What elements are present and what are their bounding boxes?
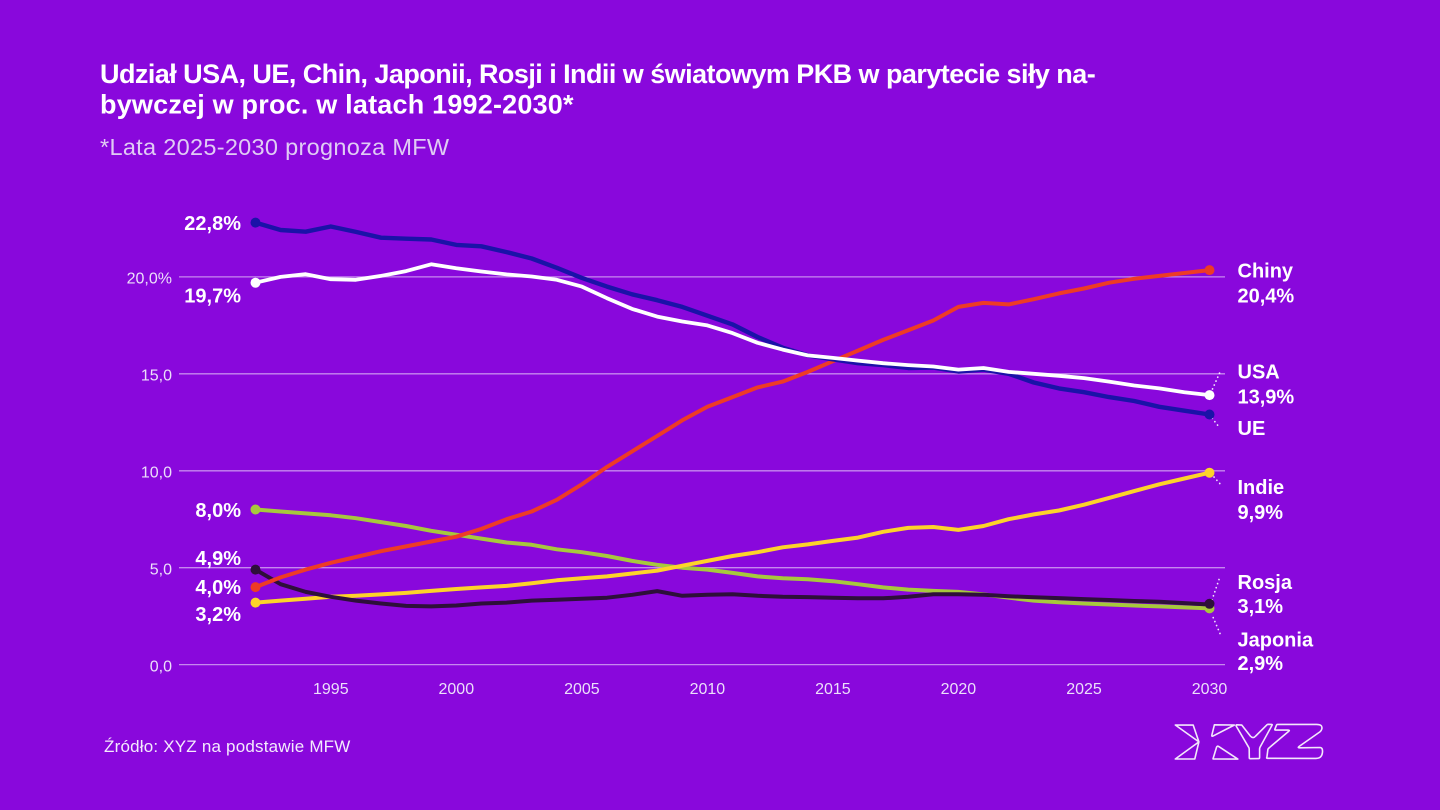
svg-text:Chiny: Chiny (1238, 261, 1294, 283)
svg-text:*Lata 2025-2030 prognoza MFW: *Lata 2025-2030 prognoza MFW (100, 134, 450, 160)
svg-text:4,9%: 4,9% (195, 548, 241, 570)
svg-text:20,0%: 20,0% (127, 271, 172, 288)
svg-text:10,0: 10,0 (141, 465, 172, 482)
svg-text:4,0%: 4,0% (195, 577, 241, 599)
svg-text:2010: 2010 (690, 681, 726, 698)
svg-text:3,1%: 3,1% (1238, 596, 1284, 618)
svg-text:2030: 2030 (1192, 681, 1228, 698)
svg-text:UE: UE (1238, 418, 1266, 440)
svg-text:3,2%: 3,2% (195, 604, 241, 626)
svg-text:1995: 1995 (313, 681, 349, 698)
svg-text:2,9%: 2,9% (1238, 653, 1284, 675)
svg-text:2020: 2020 (941, 681, 977, 698)
svg-text:2000: 2000 (439, 681, 475, 698)
svg-text:2005: 2005 (564, 681, 600, 698)
svg-text:5,0: 5,0 (150, 561, 172, 578)
svg-text:2015: 2015 (815, 681, 851, 698)
svg-text:bywczej w proc. w latach 1992-: bywczej w proc. w latach 1992-2030* (100, 90, 574, 120)
svg-text:9,9%: 9,9% (1238, 502, 1284, 524)
svg-text:8,0%: 8,0% (195, 500, 241, 522)
svg-text:USA: USA (1238, 362, 1280, 384)
svg-text:Źródło: XYZ na podstawie MFW: Źródło: XYZ na podstawie MFW (104, 737, 351, 756)
svg-text:Indie: Indie (1238, 477, 1285, 499)
svg-text:Rosja: Rosja (1238, 572, 1293, 594)
svg-text:20,4%: 20,4% (1238, 286, 1295, 308)
svg-text:22,8%: 22,8% (184, 213, 241, 235)
svg-text:15,0: 15,0 (141, 368, 172, 385)
svg-text:0,0: 0,0 (150, 658, 172, 675)
svg-text:2025: 2025 (1066, 681, 1102, 698)
svg-text:19,7%: 19,7% (184, 286, 241, 308)
svg-text:13,9%: 13,9% (1238, 387, 1295, 409)
svg-text:Udział USA, UE, Chin, Japonii,: Udział USA, UE, Chin, Japonii, Rosji i I… (100, 59, 1095, 89)
svg-text:Japonia: Japonia (1238, 630, 1314, 652)
